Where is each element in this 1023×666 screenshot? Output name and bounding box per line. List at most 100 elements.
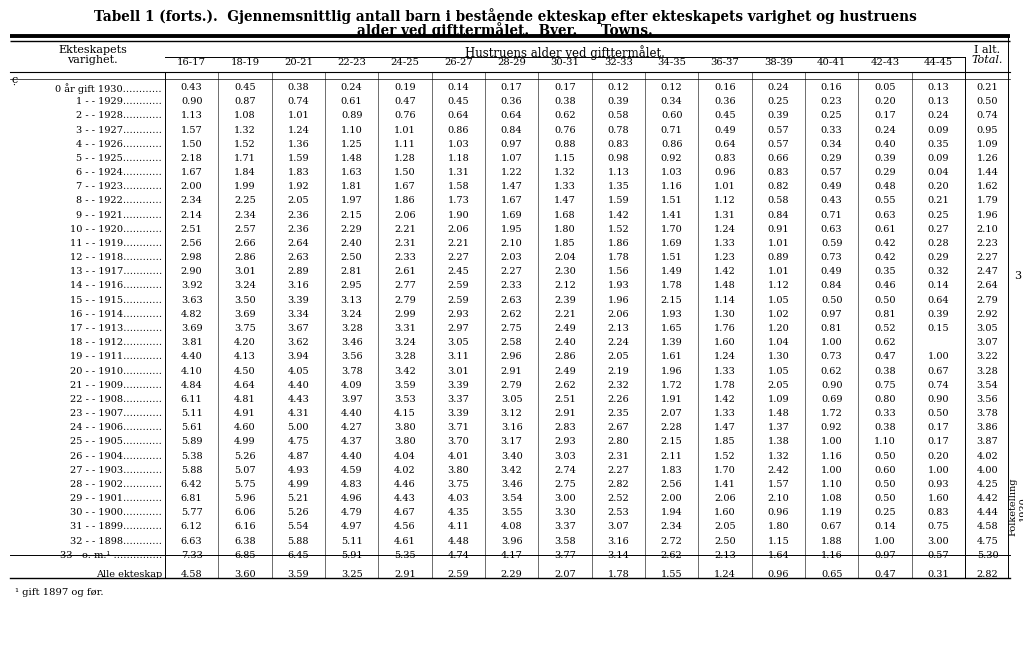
Text: 6.81: 6.81 — [181, 494, 203, 503]
Text: 3.00: 3.00 — [554, 494, 576, 503]
Text: 2.82: 2.82 — [977, 570, 998, 579]
Text: 0.13: 0.13 — [928, 83, 949, 92]
Text: 5 - - 1925…………: 5 - - 1925………… — [77, 154, 162, 163]
Text: 1.32: 1.32 — [554, 168, 576, 177]
Text: 6.16: 6.16 — [234, 522, 256, 531]
Text: 2.40: 2.40 — [554, 338, 576, 347]
Text: 5.89: 5.89 — [181, 438, 203, 446]
Text: 3.39: 3.39 — [447, 409, 470, 418]
Text: 2 - - 1928…………: 2 - - 1928………… — [76, 111, 162, 121]
Text: 1.01: 1.01 — [714, 182, 736, 191]
Text: 4.31: 4.31 — [287, 409, 309, 418]
Text: 1.97: 1.97 — [341, 196, 362, 205]
Text: 2.23: 2.23 — [977, 239, 998, 248]
Text: 28 - - 1902…………: 28 - - 1902………… — [70, 480, 162, 489]
Text: 4 - - 1926…………: 4 - - 1926………… — [76, 140, 162, 149]
Text: 0.74: 0.74 — [287, 97, 309, 106]
Text: 1.62: 1.62 — [977, 182, 998, 191]
Text: 1.69: 1.69 — [501, 210, 523, 220]
Text: I alt.: I alt. — [975, 45, 1000, 55]
Text: 1.24: 1.24 — [714, 224, 736, 234]
Text: 0.33: 0.33 — [820, 125, 843, 135]
Text: 2.91: 2.91 — [554, 409, 576, 418]
Text: 0.48: 0.48 — [875, 182, 896, 191]
Text: 1.01: 1.01 — [394, 125, 416, 135]
Text: 5.88: 5.88 — [181, 466, 203, 475]
Text: 0.24: 0.24 — [874, 125, 896, 135]
Text: 1.72: 1.72 — [661, 381, 682, 390]
Text: 15 - - 1915…………: 15 - - 1915………… — [70, 296, 162, 304]
Text: 42-43: 42-43 — [871, 58, 899, 67]
Text: Alle ekteskap: Alle ekteskap — [96, 570, 162, 579]
Text: 0.55: 0.55 — [875, 196, 896, 205]
Text: 1.56: 1.56 — [608, 267, 629, 276]
Text: 1.33: 1.33 — [714, 239, 736, 248]
Text: 1.32: 1.32 — [767, 452, 790, 461]
Text: 2.90: 2.90 — [181, 267, 203, 276]
Text: 3.80: 3.80 — [447, 466, 470, 475]
Text: 1.69: 1.69 — [661, 239, 682, 248]
Text: 0.62: 0.62 — [820, 366, 843, 376]
Text: 2.06: 2.06 — [394, 210, 415, 220]
Text: 16-17: 16-17 — [177, 58, 207, 67]
Text: 20 - - 1910…………: 20 - - 1910………… — [70, 366, 162, 376]
Text: 2.42: 2.42 — [767, 466, 790, 475]
Text: 2.21: 2.21 — [447, 239, 470, 248]
Text: 1.33: 1.33 — [714, 366, 736, 376]
Text: 1.42: 1.42 — [714, 267, 736, 276]
Text: 3.39: 3.39 — [447, 381, 470, 390]
Text: 3.62: 3.62 — [287, 338, 309, 347]
Text: 2.64: 2.64 — [977, 282, 998, 290]
Text: 0.25: 0.25 — [875, 508, 896, 517]
Text: 0.81: 0.81 — [820, 324, 843, 333]
Text: 2.77: 2.77 — [394, 282, 416, 290]
Text: 4.43: 4.43 — [287, 395, 309, 404]
Text: 1.36: 1.36 — [287, 140, 309, 149]
Text: 2.86: 2.86 — [234, 253, 256, 262]
Text: 6.06: 6.06 — [234, 508, 256, 517]
Text: 1.67: 1.67 — [181, 168, 203, 177]
Text: 2.98: 2.98 — [181, 253, 203, 262]
Text: 0.12: 0.12 — [661, 83, 682, 92]
Text: 1.49: 1.49 — [661, 267, 682, 276]
Text: 6.63: 6.63 — [181, 537, 203, 545]
Text: 0.96: 0.96 — [714, 168, 736, 177]
Text: 4.09: 4.09 — [341, 381, 362, 390]
Text: 1.68: 1.68 — [554, 210, 576, 220]
Text: 3.54: 3.54 — [977, 381, 998, 390]
Text: 0.39: 0.39 — [928, 310, 949, 319]
Text: 2.30: 2.30 — [554, 267, 576, 276]
Text: 2.27: 2.27 — [977, 253, 998, 262]
Text: 4.27: 4.27 — [341, 423, 362, 432]
Text: 2.67: 2.67 — [608, 423, 629, 432]
Text: 4.56: 4.56 — [394, 522, 415, 531]
Text: 0.57: 0.57 — [767, 125, 789, 135]
Text: 2.45: 2.45 — [447, 267, 470, 276]
Text: 2.34: 2.34 — [661, 522, 682, 531]
Text: 1.30: 1.30 — [767, 352, 789, 362]
Text: 0.28: 0.28 — [928, 239, 949, 248]
Text: 10 - - 1920…………: 10 - - 1920………… — [70, 224, 162, 234]
Text: 0.50: 0.50 — [875, 480, 896, 489]
Text: 1.13: 1.13 — [608, 168, 629, 177]
Text: 2.21: 2.21 — [554, 310, 576, 319]
Text: Ekteskapets: Ekteskapets — [58, 45, 127, 55]
Text: 34-35: 34-35 — [657, 58, 686, 67]
Text: 0.29: 0.29 — [820, 154, 843, 163]
Text: 2.31: 2.31 — [394, 239, 416, 248]
Text: 0.24: 0.24 — [928, 111, 949, 121]
Text: 2.63: 2.63 — [501, 296, 523, 304]
Text: 0.57: 0.57 — [767, 140, 789, 149]
Text: 2.05: 2.05 — [767, 381, 789, 390]
Text: 1.05: 1.05 — [767, 296, 789, 304]
Text: 2.59: 2.59 — [447, 570, 470, 579]
Text: 1.24: 1.24 — [714, 570, 736, 579]
Text: 1.15: 1.15 — [554, 154, 576, 163]
Text: 1.51: 1.51 — [661, 196, 682, 205]
Text: 1.78: 1.78 — [608, 253, 629, 262]
Text: 1.86: 1.86 — [608, 239, 629, 248]
Text: 0.57: 0.57 — [820, 168, 843, 177]
Text: 1.70: 1.70 — [661, 224, 682, 234]
Text: 3.25: 3.25 — [341, 570, 362, 579]
Text: 2.91: 2.91 — [394, 570, 416, 579]
